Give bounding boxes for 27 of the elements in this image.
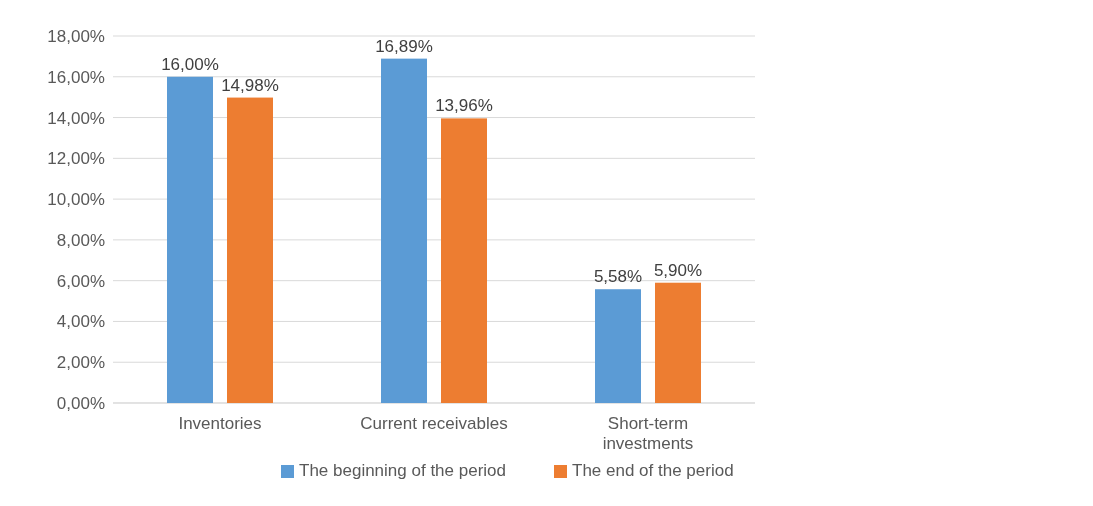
y-tick-label: 8,00% [56,230,105,250]
legend-label: The end of the period [572,461,734,480]
data-label: 16,00% [161,54,219,74]
y-tick-label: 16,00% [47,67,105,87]
y-tick-label: 6,00% [56,271,105,291]
y-tick-label: 4,00% [56,312,105,332]
data-label: 5,58% [593,267,643,287]
y-tick-label: 12,00% [47,149,105,169]
data-label: 13,96% [435,96,493,116]
y-tick-label: 14,00% [47,108,105,128]
y-tick-label: 2,00% [56,353,105,373]
bar [167,76,213,403]
y-tick-label: 10,00% [47,190,105,210]
bar [381,58,427,403]
data-label: 14,98% [221,75,279,95]
bar [595,289,641,403]
data-label: 5,90% [653,260,703,280]
legend-label: The beginning of the period [299,461,506,480]
x-tick-label: Inventories [178,414,262,433]
data-label: 16,89% [375,36,433,56]
y-tick-label: 18,00% [47,26,105,46]
bar [655,282,701,403]
x-tick-label: Current receivables [360,414,508,433]
bar [441,118,487,403]
bar [227,97,273,403]
x-tick-label: Short-term investments [602,414,694,453]
y-tick-label: 0,00% [56,393,105,413]
